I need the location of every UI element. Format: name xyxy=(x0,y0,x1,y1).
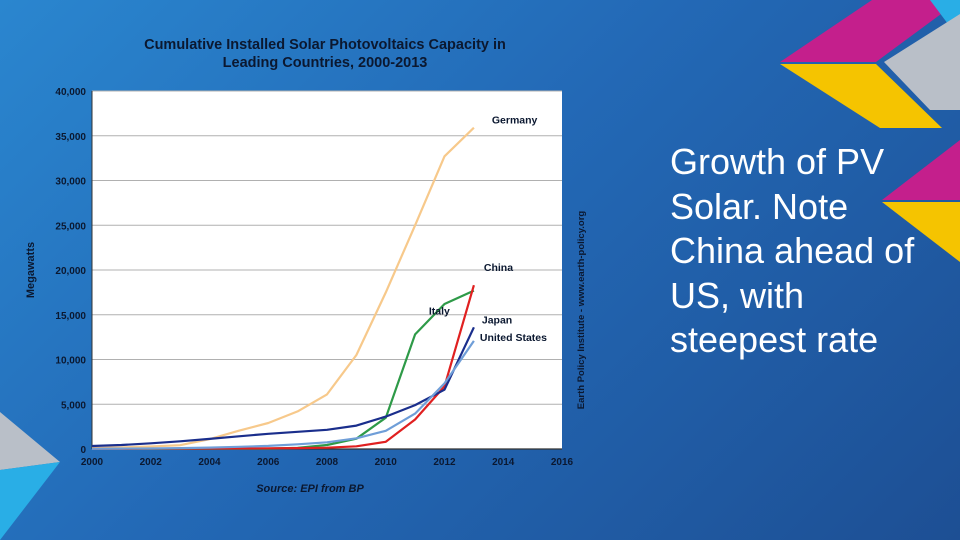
x-tick-label: 2004 xyxy=(198,457,221,468)
x-tick-label: 2014 xyxy=(492,457,515,468)
x-tick-label: 2002 xyxy=(140,457,163,468)
x-tick-label: 2012 xyxy=(433,457,456,468)
y-axis-label: Megawatts xyxy=(25,242,37,298)
x-tick-label: 2008 xyxy=(316,457,339,468)
series-label: Japan xyxy=(482,314,512,326)
series-lines xyxy=(91,126,475,450)
series-label: China xyxy=(484,262,513,274)
grey-chevron-top xyxy=(884,14,960,110)
x-tick-label: 2016 xyxy=(551,457,574,468)
credit-note: Earth Policy Institute - www.earth-polic… xyxy=(576,211,587,410)
magenta-chevron-mid xyxy=(882,140,960,200)
x-tick-label: 2006 xyxy=(257,457,280,468)
x-tick-labels: 2000 2002 2004 2006 2008 2010 2012 2014 2016 xyxy=(81,457,574,468)
series-label: United States xyxy=(480,332,547,344)
chart-title-line-1: Cumulative Installed Solar Photovoltaics… xyxy=(144,37,506,53)
cyan-chevron-top xyxy=(900,0,960,40)
y-tick-labels: 0 5,000 10,000 15,000 20,000 25,000 30,000 35,0… xyxy=(55,87,86,456)
series-labels: Germany Italy China Japan United States xyxy=(429,115,547,344)
slide-body-text: Growth of PV Solar. Note China ahead of … xyxy=(670,141,915,360)
cyan-triangle-left xyxy=(0,462,60,540)
grid-lines xyxy=(91,90,562,450)
grey-triangle-left xyxy=(0,412,60,470)
chart-title: Cumulative Installed Solar Photovoltaics… xyxy=(100,36,550,72)
series-label: Italy xyxy=(429,306,450,318)
y-tick-label: 30,000 xyxy=(55,177,86,188)
chart-title-line-2: Leading Countries, 2000-2013 xyxy=(222,55,428,71)
series-line-japan xyxy=(91,326,475,448)
source-note: Source: EPI from BP xyxy=(256,483,364,495)
x-tick-label: 2000 xyxy=(81,457,104,468)
y-tick-label: 25,000 xyxy=(55,221,86,232)
series-label: Germany xyxy=(492,115,538,127)
magenta-chevron-top xyxy=(780,0,960,62)
x-tick-label: 2010 xyxy=(375,457,398,468)
yellow-chevron-top xyxy=(780,64,942,128)
y-tick-label: 10,000 xyxy=(55,356,86,367)
y-tick-label: 20,000 xyxy=(55,266,86,277)
series-line-united-states xyxy=(91,340,475,450)
y-tick-label: 15,000 xyxy=(55,311,86,322)
y-tick-label: 35,000 xyxy=(55,132,86,143)
y-tick-label: 5,000 xyxy=(61,400,86,411)
yellow-chevron-mid xyxy=(882,202,960,262)
series-line-germany xyxy=(91,126,475,450)
y-tick-label: 0 xyxy=(80,445,86,456)
y-tick-label: 40,000 xyxy=(55,87,86,98)
